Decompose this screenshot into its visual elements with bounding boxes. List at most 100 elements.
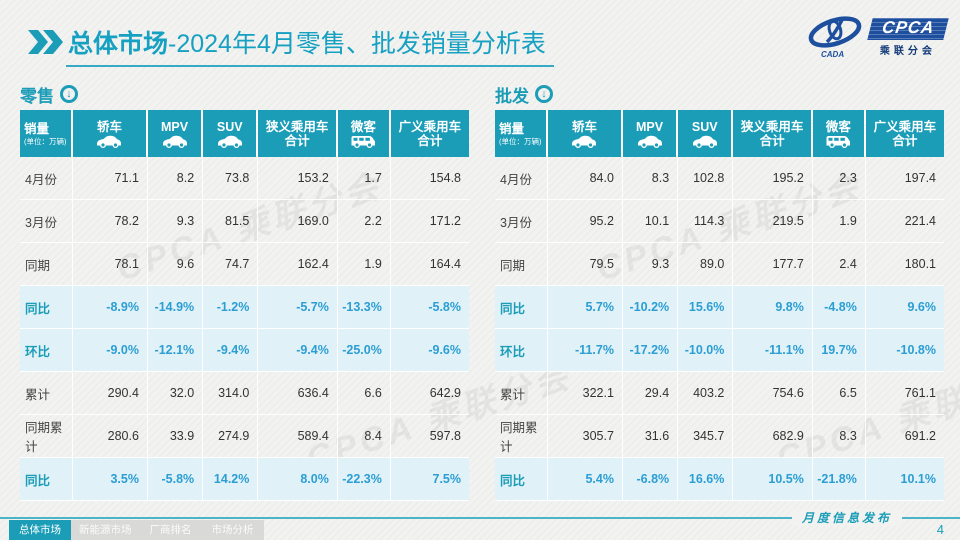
column-label-line2: 合计	[417, 133, 443, 148]
value-cell: 16.6%	[678, 458, 734, 500]
page-title: 总体市场-2024年4月零售、批发销量分析表	[66, 22, 554, 67]
value-cell: -9.4%	[203, 329, 259, 371]
van-icon	[825, 135, 851, 148]
row-label: 同比	[20, 286, 73, 328]
cpca-brand-band: CPCA	[867, 18, 949, 40]
row-label: 累计	[20, 372, 73, 414]
column-label: 微客	[825, 119, 851, 134]
table-row: 3月份 95.2 10.1 114.3 219.5 1.9 221.4	[495, 200, 944, 243]
value-cell: 180.1	[904, 257, 936, 271]
value-cell: -12.1%	[148, 329, 204, 371]
row-label: 同期	[20, 243, 73, 285]
column-label: 销量	[24, 121, 50, 136]
column-label-line2: 合计	[892, 133, 918, 148]
svg-text:CADA: CADA	[821, 50, 844, 59]
value-cell: 9.6%	[907, 300, 937, 314]
nav-tab-市场分析[interactable]: 市场分析	[201, 520, 264, 540]
column-header: 广义乘用车 合计	[390, 110, 469, 157]
value-cell: 7.5%	[432, 472, 462, 486]
table-header-row: 销量 (单位：万辆) 轿车 MPV SUV 狭义乘用车 合计 微客 广义乘用车 合计	[20, 110, 469, 157]
value-cell: 15.6%	[678, 286, 734, 328]
column-label: 轿车	[96, 119, 122, 134]
nav-tab-总体市场[interactable]: 总体市场	[9, 520, 71, 540]
cpca-brand-label: CPCA	[880, 18, 936, 37]
page-number: 4	[936, 522, 944, 537]
value-cell: -9.4%	[258, 329, 338, 371]
value-cell: 2.4	[813, 243, 866, 285]
column-label: SUV	[216, 119, 243, 134]
value-cell: 8.2	[148, 157, 204, 199]
row-label: 同期累计	[20, 415, 73, 457]
nav-tab-厂商排名[interactable]: 厂商排名	[139, 520, 202, 540]
value-cell: -11.7%	[548, 329, 623, 371]
column-header: 狭义乘用车 合计	[733, 110, 813, 157]
value-cell: 153.2	[258, 157, 338, 199]
value-cell: -8.9%	[73, 286, 148, 328]
page-title-rest: -2024年4月零售、批发销量分析表	[168, 30, 546, 58]
column-label: 微客	[350, 119, 376, 134]
column-header: 狭义乘用车 合计	[258, 110, 338, 157]
value-cell: 2.2	[338, 200, 391, 242]
table-row: 同比 3.5% -5.8% 14.2% 8.0% -22.3% 7.5%	[20, 458, 469, 501]
value-cell: 171.2	[429, 214, 461, 228]
column-label: MPV	[636, 119, 664, 134]
value-cell: 14.2%	[203, 458, 259, 500]
value-cell: 71.1	[73, 157, 148, 199]
row-label: 4月份	[20, 157, 73, 199]
cpca-brand-subtitle: 乘联分会	[879, 46, 936, 57]
column-label: SUV	[691, 119, 718, 134]
value-cell: 6.6	[338, 372, 391, 414]
value-cell: 169.0	[258, 200, 338, 242]
value-cell: -9.6%	[428, 343, 461, 357]
car-icon	[162, 135, 188, 148]
cpca-logo: CADA CPCA 乘联分会	[805, 12, 949, 60]
row-label: 同比	[495, 458, 548, 500]
value-cell: 274.9	[203, 415, 259, 457]
section-title: 零售	[20, 86, 54, 106]
nav-tab-新能源市场[interactable]: 新能源市场	[71, 520, 140, 540]
value-cell: 95.2	[548, 200, 623, 242]
row-label: 同期	[495, 243, 548, 285]
value-cell: 8.0%	[258, 458, 338, 500]
value-cell: 280.6	[73, 415, 148, 457]
value-cell: -25.0%	[338, 329, 391, 371]
car-icon	[692, 135, 718, 148]
value-cell: 73.8	[203, 157, 259, 199]
value-cell: 84.0	[548, 157, 623, 199]
value-cell: 5.7%	[548, 286, 623, 328]
value-cell: -13.3%	[338, 286, 391, 328]
value-cell: -1.2%	[203, 286, 259, 328]
column-sublabel: (单位：万辆)	[499, 136, 542, 146]
value-cell: -4.8%	[813, 286, 866, 328]
value-cell: 31.6	[623, 415, 679, 457]
value-cell: 6.5	[813, 372, 866, 414]
row-label: 环比	[495, 329, 548, 371]
footer-divider-line	[0, 517, 960, 519]
value-cell: 9.6	[148, 243, 204, 285]
value-cell: 305.7	[548, 415, 623, 457]
value-cell: -10.2%	[623, 286, 679, 328]
value-cell: 154.8	[429, 171, 461, 185]
value-cell: 219.5	[733, 200, 813, 242]
table-row: 环比 -11.7% -17.2% -10.0% -11.1% 19.7% -10.8%	[495, 329, 944, 372]
value-cell: 164.4	[429, 257, 461, 271]
car-icon	[96, 135, 122, 148]
value-cell: 10.5%	[733, 458, 813, 500]
value-cell: -10.8%	[896, 343, 936, 357]
column-header: MPV	[147, 110, 204, 157]
circle-down-arrow-icon: ↓	[535, 85, 553, 103]
value-cell: 9.3	[148, 200, 204, 242]
value-cell: 29.4	[623, 372, 679, 414]
cpca-logo-text: CPCA 乘联分会	[867, 18, 949, 57]
value-cell: -5.7%	[258, 286, 338, 328]
column-label: 狭义乘用车	[740, 119, 804, 134]
value-cell: 78.1	[73, 243, 148, 285]
table-row: 3月份 78.2 9.3 81.5 169.0 2.2 171.2	[20, 200, 469, 243]
value-cell: 322.1	[548, 372, 623, 414]
car-icon	[637, 135, 663, 148]
value-cell: 79.5	[548, 243, 623, 285]
value-cell: 8.3	[623, 157, 679, 199]
table-row: 同比 -8.9% -14.9% -1.2% -5.7% -13.3% -5.8%	[20, 286, 469, 329]
table-row: 同期 79.5 9.3 89.0 177.7 2.4 180.1	[495, 243, 944, 286]
value-cell: 9.8%	[733, 286, 813, 328]
